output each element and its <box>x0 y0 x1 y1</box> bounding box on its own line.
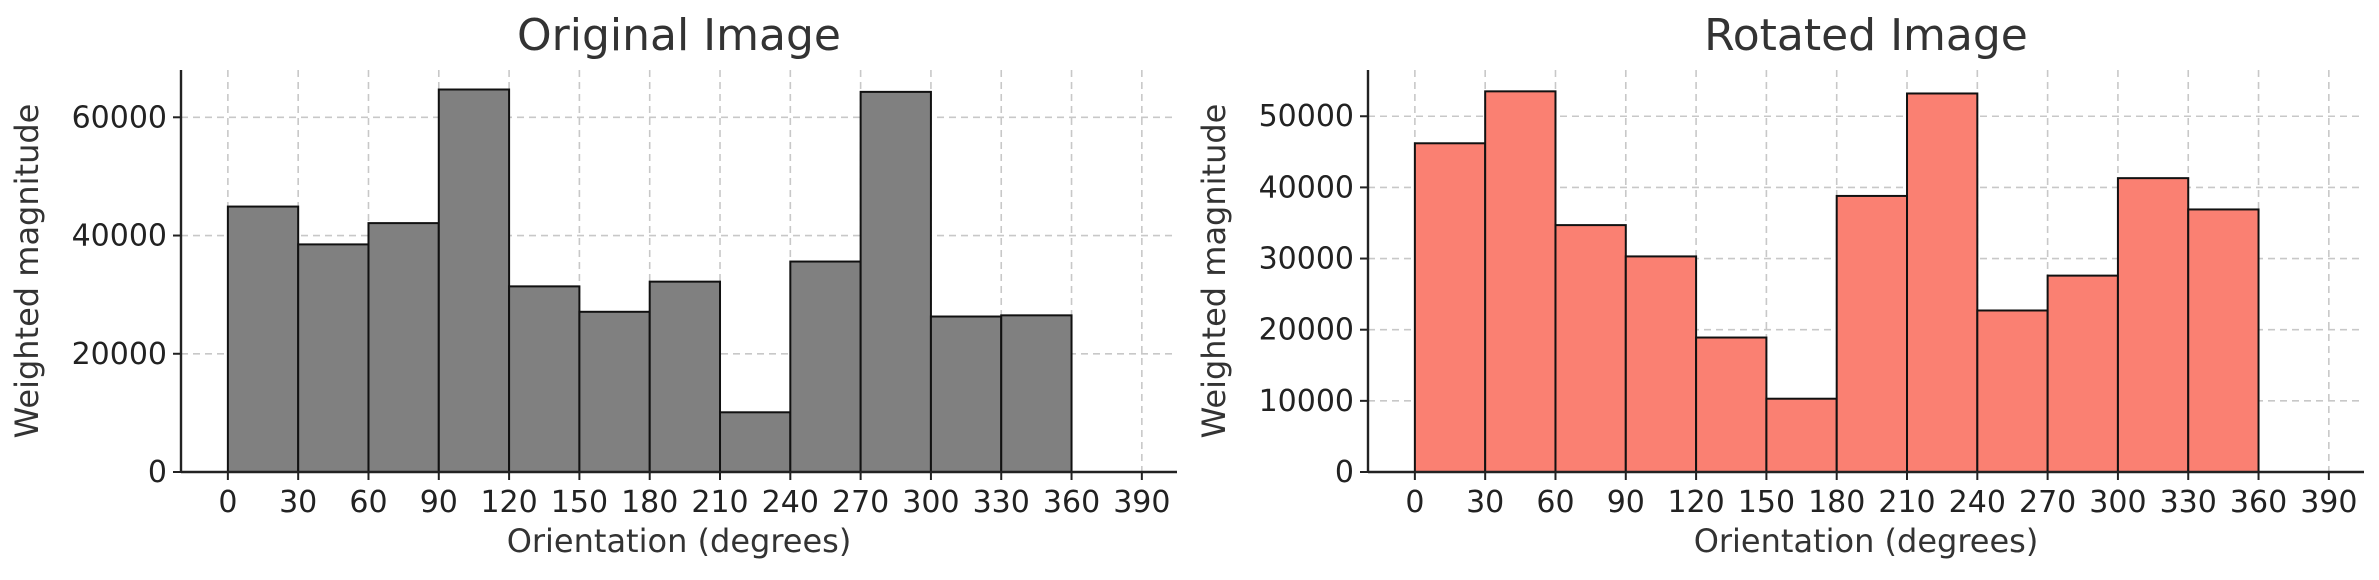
y-axis-label: Weighted magnitude <box>1195 104 1233 439</box>
x-tick-label: 210 <box>691 485 748 520</box>
chart-title: Rotated Image <box>1704 10 2028 61</box>
histogram-bar <box>719 411 792 473</box>
x-tick-label: 390 <box>1113 485 1170 520</box>
y-tick-label: 20000 <box>1259 313 1354 348</box>
x-tick-label: 90 <box>1607 485 1645 520</box>
x-tick-label: 240 <box>762 485 819 520</box>
histogram-bar <box>437 88 511 474</box>
x-tick-label: 360 <box>1043 485 1100 520</box>
y-tick-label: 20000 <box>72 337 167 372</box>
chart-title: Original Image <box>517 10 841 61</box>
histogram-bar <box>508 285 581 473</box>
histogram-bar <box>297 243 370 473</box>
histogram-bar <box>1835 194 1909 473</box>
x-tick-label: 360 <box>2230 485 2287 520</box>
x-tick-label: 120 <box>480 485 537 520</box>
x-tick-label: 60 <box>349 485 387 520</box>
histogram-bar <box>1906 92 1979 473</box>
histogram-bar <box>1484 90 1557 474</box>
x-tick-label: 30 <box>279 485 317 520</box>
x-tick-label: 90 <box>420 485 458 520</box>
y-axis-label: Weighted magnitude <box>8 104 46 439</box>
subplot-2: 0 30 60 90 120 150 180 210 240 270 300 330 360 390 0 10… <box>1195 10 2364 560</box>
histogram-bar <box>2046 274 2119 473</box>
histogram-bar <box>367 222 440 473</box>
y-tick-label: 30000 <box>1259 242 1354 277</box>
y-tick-label: 40000 <box>72 219 167 254</box>
x-tick-label: 60 <box>1536 485 1574 520</box>
histogram-bar <box>1000 314 1073 473</box>
y-tick-label: 0 <box>148 455 167 490</box>
histogram-bar <box>648 280 722 473</box>
x-tick-label: 300 <box>902 485 959 520</box>
histogram-bar <box>1976 309 2049 473</box>
histogram-bar <box>226 205 300 473</box>
x-tick-label: 180 <box>1808 485 1865 520</box>
x-tick-label: 180 <box>621 485 678 520</box>
histogram-bar <box>578 310 651 473</box>
x-axis-label: Orientation (degrees) <box>507 522 852 560</box>
y-tick-label: 40000 <box>1259 170 1354 205</box>
histogram-bar <box>1413 142 1487 474</box>
x-tick-label: 270 <box>832 485 889 520</box>
histogram-bar <box>1765 397 1838 474</box>
x-tick-label: 330 <box>2160 485 2217 520</box>
x-tick-label: 330 <box>973 485 1030 520</box>
histogram-bar <box>929 315 1003 474</box>
x-tick-label: 390 <box>2300 485 2357 520</box>
subplot-1: 0 30 60 90 120 150 180 210 240 270 300 330 360 390 0 20… <box>8 10 1177 560</box>
x-tick-label: 270 <box>2019 485 2076 520</box>
x-tick-label: 0 <box>218 485 237 520</box>
x-tick-label: 150 <box>1738 485 1795 520</box>
x-tick-label: 150 <box>551 485 608 520</box>
histogram-bar <box>789 260 862 473</box>
x-tick-label: 210 <box>1878 485 1935 520</box>
y-tick-label: 50000 <box>1259 99 1354 134</box>
x-tick-label: 0 <box>1405 485 1424 520</box>
x-axis-label: Orientation (degrees) <box>1694 522 2039 560</box>
histogram-bar <box>2187 208 2260 473</box>
histogram-bar <box>859 90 932 473</box>
y-tick-label: 0 <box>1335 455 1354 490</box>
histogram-bar <box>1695 336 1768 473</box>
x-tick-label: 240 <box>1949 485 2006 520</box>
histogram-bar <box>1554 224 1627 473</box>
x-tick-label: 300 <box>2089 485 2146 520</box>
histogram-bar <box>2116 177 2190 473</box>
x-tick-label: 30 <box>1466 485 1504 520</box>
x-tick-label: 120 <box>1667 485 1724 520</box>
y-tick-label: 60000 <box>72 100 167 135</box>
histogram-bar <box>1624 255 1698 473</box>
y-tick-label: 10000 <box>1259 384 1354 419</box>
